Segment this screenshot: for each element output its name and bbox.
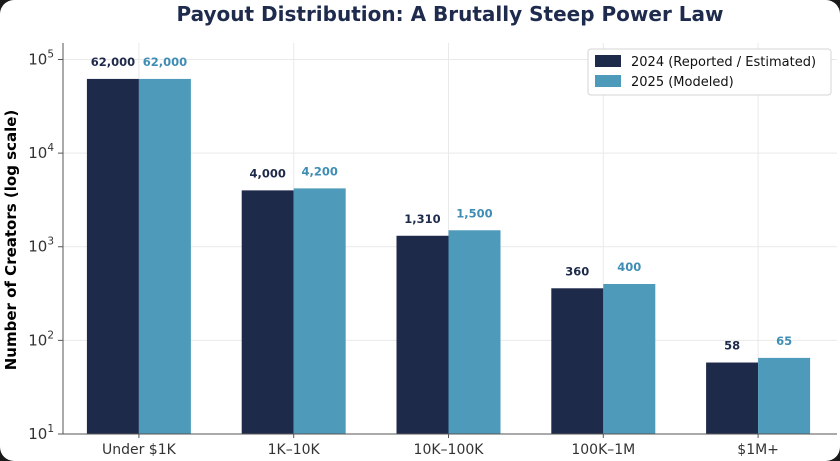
legend-swatch-1 (595, 75, 621, 87)
data-label-2024-2: 1,310 (404, 212, 440, 226)
legend-swatch-0 (595, 55, 621, 67)
bar-2024-2 (396, 235, 449, 434)
data-label-2024-1: 4,000 (250, 166, 286, 180)
bar-2024-0 (86, 78, 139, 434)
y-axis-label: Number of Creators (log scale) (2, 110, 20, 371)
data-label-2025-4: 65 (776, 334, 792, 348)
data-label-2024-4: 58 (724, 339, 740, 353)
x-tick-label-3: 100K–1M (571, 442, 635, 458)
bar-2025-3 (603, 284, 656, 434)
axes: 101 102 103 104 105 Under $1K 1K–10K 10K–100K 10… (28, 43, 837, 458)
chart-title: Payout Distribution: A Brutally Steep Po… (176, 2, 723, 26)
data-label-2025-2: 1,500 (456, 206, 492, 220)
data-label-2025-3: 400 (617, 260, 641, 274)
data-label-2025-1: 4,200 (302, 164, 338, 178)
x-tick-label-4: $1M+ (737, 442, 779, 458)
data-label-2025-0: 62,000 (143, 55, 187, 69)
y-tick-label-2: 103 (28, 236, 54, 256)
bar-2025-2 (448, 230, 501, 434)
bar-2024-3 (551, 288, 604, 434)
legend-label-1: 2025 (Modeled) (631, 75, 734, 90)
legend: 2024 (Reported / Estimated) 2025 (Modeled… (587, 48, 832, 96)
y-tick-label-1: 102 (28, 329, 54, 349)
y-tick-label-3: 104 (28, 142, 54, 162)
bar-2025-0 (138, 78, 191, 434)
x-tick-label-0: Under $1K (102, 442, 177, 458)
bar-2024-4 (706, 362, 759, 434)
data-labels: 62,000 4,000 1,310 360 58 62,000 4,200 1,500 400… (91, 55, 792, 353)
legend-box (587, 48, 832, 96)
x-tick-label-2: 10K–100K (414, 442, 485, 458)
bar-2025-4 (758, 357, 811, 434)
x-tick-label-1: 1K–10K (268, 442, 321, 458)
y-tick-label-0: 101 (28, 423, 54, 443)
bars-layer (86, 78, 811, 434)
bar-2024-1 (241, 190, 294, 434)
bar-2025-1 (293, 188, 346, 434)
legend-label-0: 2024 (Reported / Estimated) (631, 55, 816, 70)
y-tick-label-4: 105 (28, 48, 54, 68)
data-label-2024-0: 62,000 (91, 55, 135, 69)
data-label-2024-3: 360 (565, 264, 589, 278)
